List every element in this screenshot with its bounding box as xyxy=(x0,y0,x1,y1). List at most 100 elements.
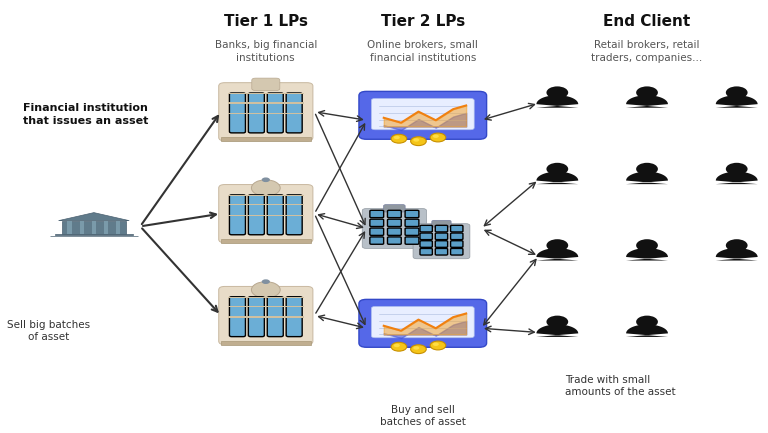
FancyBboxPatch shape xyxy=(286,195,302,235)
FancyBboxPatch shape xyxy=(451,225,463,232)
Circle shape xyxy=(430,133,445,142)
Polygon shape xyxy=(536,248,578,261)
FancyBboxPatch shape xyxy=(388,219,401,226)
Circle shape xyxy=(262,279,270,284)
FancyBboxPatch shape xyxy=(405,228,419,236)
FancyBboxPatch shape xyxy=(420,241,432,247)
Polygon shape xyxy=(228,215,303,216)
FancyBboxPatch shape xyxy=(420,233,432,239)
Polygon shape xyxy=(228,195,303,196)
FancyBboxPatch shape xyxy=(420,249,432,255)
Polygon shape xyxy=(626,171,668,184)
Polygon shape xyxy=(68,221,72,234)
FancyBboxPatch shape xyxy=(219,287,313,345)
FancyBboxPatch shape xyxy=(370,219,384,226)
Polygon shape xyxy=(228,306,303,307)
Polygon shape xyxy=(228,102,303,103)
FancyBboxPatch shape xyxy=(451,233,463,239)
Circle shape xyxy=(547,316,568,328)
Text: Tier 1 LPs: Tier 1 LPs xyxy=(223,14,308,29)
Polygon shape xyxy=(228,93,303,94)
FancyBboxPatch shape xyxy=(420,225,432,232)
FancyBboxPatch shape xyxy=(359,91,487,139)
FancyBboxPatch shape xyxy=(267,93,283,133)
Polygon shape xyxy=(716,171,758,184)
Circle shape xyxy=(432,135,439,138)
FancyBboxPatch shape xyxy=(435,233,448,239)
FancyBboxPatch shape xyxy=(370,210,384,218)
Circle shape xyxy=(726,163,747,175)
Text: Buy and sell
batches of asset: Buy and sell batches of asset xyxy=(380,405,465,427)
Polygon shape xyxy=(536,324,578,337)
Polygon shape xyxy=(116,221,121,234)
Polygon shape xyxy=(220,341,311,345)
FancyBboxPatch shape xyxy=(388,237,401,244)
Text: End Client: End Client xyxy=(604,14,690,29)
Circle shape xyxy=(547,163,568,175)
Circle shape xyxy=(413,346,419,350)
Circle shape xyxy=(726,87,747,99)
Text: Online brokers, small
financial institutions: Online brokers, small financial institut… xyxy=(367,39,478,63)
Circle shape xyxy=(432,343,439,346)
Circle shape xyxy=(391,134,407,143)
Circle shape xyxy=(547,87,568,99)
Polygon shape xyxy=(228,317,303,318)
Polygon shape xyxy=(626,324,668,337)
FancyBboxPatch shape xyxy=(230,297,246,336)
Text: Financial institution
that issues an asset: Financial institution that issues an ass… xyxy=(23,103,148,126)
Circle shape xyxy=(636,163,658,175)
FancyBboxPatch shape xyxy=(252,78,280,90)
Circle shape xyxy=(547,239,568,252)
FancyBboxPatch shape xyxy=(286,93,302,133)
Circle shape xyxy=(726,239,747,252)
FancyBboxPatch shape xyxy=(370,237,384,244)
Polygon shape xyxy=(228,297,303,298)
Polygon shape xyxy=(58,213,129,221)
FancyBboxPatch shape xyxy=(432,220,451,227)
FancyBboxPatch shape xyxy=(362,209,426,249)
Polygon shape xyxy=(626,248,668,261)
FancyBboxPatch shape xyxy=(435,241,448,247)
FancyBboxPatch shape xyxy=(248,297,264,336)
Polygon shape xyxy=(91,221,96,234)
FancyBboxPatch shape xyxy=(370,228,384,236)
Polygon shape xyxy=(716,248,758,261)
Polygon shape xyxy=(55,234,133,235)
FancyBboxPatch shape xyxy=(435,225,448,232)
FancyBboxPatch shape xyxy=(230,195,246,235)
Polygon shape xyxy=(228,204,303,206)
Circle shape xyxy=(391,342,407,351)
FancyBboxPatch shape xyxy=(248,93,264,133)
Polygon shape xyxy=(80,221,84,234)
FancyBboxPatch shape xyxy=(383,205,406,212)
Circle shape xyxy=(636,87,658,99)
Circle shape xyxy=(636,316,658,328)
Polygon shape xyxy=(626,95,668,108)
Circle shape xyxy=(411,345,426,354)
Polygon shape xyxy=(220,137,311,141)
Polygon shape xyxy=(536,95,578,108)
Polygon shape xyxy=(228,113,303,114)
FancyBboxPatch shape xyxy=(372,307,474,338)
FancyBboxPatch shape xyxy=(219,83,313,141)
FancyBboxPatch shape xyxy=(405,219,419,226)
Circle shape xyxy=(394,136,400,139)
Circle shape xyxy=(411,137,426,145)
FancyBboxPatch shape xyxy=(248,195,264,235)
FancyBboxPatch shape xyxy=(267,297,283,336)
FancyBboxPatch shape xyxy=(413,224,470,259)
Polygon shape xyxy=(220,239,311,243)
Circle shape xyxy=(636,239,658,252)
FancyBboxPatch shape xyxy=(388,228,401,236)
FancyBboxPatch shape xyxy=(230,93,246,133)
Text: Sell big batches
of asset: Sell big batches of asset xyxy=(8,320,91,342)
Circle shape xyxy=(262,178,270,182)
FancyBboxPatch shape xyxy=(405,210,419,218)
Circle shape xyxy=(430,341,445,350)
Polygon shape xyxy=(62,221,126,234)
Polygon shape xyxy=(104,221,108,234)
Circle shape xyxy=(394,344,400,347)
Polygon shape xyxy=(536,171,578,184)
FancyBboxPatch shape xyxy=(372,98,474,130)
FancyBboxPatch shape xyxy=(435,249,448,255)
